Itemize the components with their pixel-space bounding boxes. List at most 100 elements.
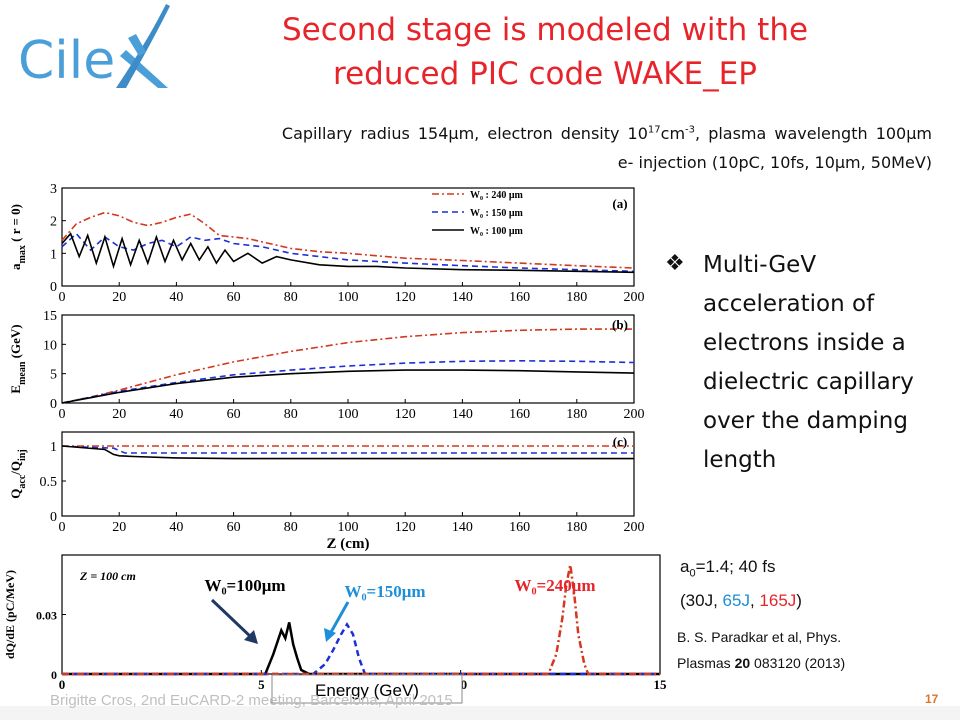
panel-3-xtick-label: 40 xyxy=(169,520,183,535)
reference-line-1: B. S. Paradkar et al, Phys. xyxy=(677,629,842,645)
cilex-logo: Cile xyxy=(18,4,170,91)
diamond-bullet-icon: ❖ xyxy=(665,250,685,275)
reference: B. S. Paradkar et al, Phys. Plasmas 20 0… xyxy=(677,624,845,676)
panel-3-xlabel: Z (cm) xyxy=(327,536,370,552)
panel-4-series-blue xyxy=(62,621,660,676)
panel-4-ytick-label: 0.03 xyxy=(36,609,57,623)
spectrum-annotation: Z = 100 cm xyxy=(79,569,136,583)
panel-1-xtick-label: 0 xyxy=(59,290,66,305)
panel-3-ytick-label: 0.5 xyxy=(40,475,58,490)
panel-1-panel-label: (a) xyxy=(612,196,627,211)
panel-2-xtick-label: 160 xyxy=(509,407,530,422)
panel-1-xtick-label: 80 xyxy=(284,290,298,305)
logo-x-stroke-2 xyxy=(116,4,170,88)
panel-1-xtick-label: 100 xyxy=(338,290,359,305)
panel-3-panel-label: (c) xyxy=(613,434,627,449)
panel-1-series-black xyxy=(61,232,635,274)
panel-3-xtick-label: 0 xyxy=(59,520,66,535)
bullet-text: Multi-GeV acceleration of electrons insi… xyxy=(703,252,914,473)
panel-3-series-blue xyxy=(61,445,634,454)
arrow-w150-head xyxy=(324,628,336,642)
panel-1-xtick-label: 140 xyxy=(452,290,473,305)
panel-1-ytick-label: 1 xyxy=(50,247,57,262)
panel-3-xtick-label: 80 xyxy=(284,520,298,535)
panel-3-xtick-label: 200 xyxy=(624,520,645,535)
panel-3-xtick-label: 160 xyxy=(509,520,530,535)
panel-3-series-black xyxy=(61,445,634,460)
spectrum-ylabel: dQ/dE (pC/MeV) xyxy=(3,570,17,659)
panel-2-series-red xyxy=(61,328,634,404)
panel-4-xtick-label: 15 xyxy=(654,677,668,692)
title-line-2: reduced PIC code WAKE_EP xyxy=(333,56,757,92)
panel-2-ytick-label: 0 xyxy=(50,397,57,412)
panel-2-ytick-label: 10 xyxy=(43,338,57,353)
page-number: 17 xyxy=(925,692,939,706)
a0-line: a0=1.4; 40 fs xyxy=(680,557,776,580)
panel-2-ytick-label: 15 xyxy=(43,309,57,324)
panel-3-ylabel: Qacc/Qinj xyxy=(8,449,28,498)
panel-4-xtick-label: 5 xyxy=(258,677,265,692)
subtitle-line-1: Capillary radius 154μm, electron density… xyxy=(281,124,932,143)
panel-1-xtick-label: 200 xyxy=(624,290,645,305)
panel-4-ytick-label: 0 xyxy=(51,668,57,682)
spectrum-xlabel-box xyxy=(271,674,463,704)
panel-2-xtick-label: 60 xyxy=(227,407,241,422)
panel-2-series-black xyxy=(61,369,635,404)
panel-1-ytick-label: 3 xyxy=(50,182,57,197)
label-w240: W₀=240μm xyxy=(514,576,595,595)
panel-2-ylabel: Emean (GeV) xyxy=(8,324,28,393)
subtitle-line-2: e- injection (10pC, 10fs, 10μm, 50MeV) xyxy=(617,153,932,172)
panel-1-ylabel: amax ( r = 0) xyxy=(8,204,28,270)
panel-4-series-black xyxy=(62,622,660,676)
panel-2-xtick-label: 100 xyxy=(338,407,359,422)
logo-text: Cile xyxy=(18,31,115,91)
footer-bar xyxy=(0,706,960,720)
panel-1-series-blue xyxy=(61,232,635,273)
panel-2-panel-label: (b) xyxy=(612,317,628,332)
panel-3-xtick-label: 180 xyxy=(566,520,587,535)
logo-x-stroke-1 xyxy=(120,50,168,88)
legend-entry: W₀ : 240 μm xyxy=(470,190,523,201)
logo-x-stroke-3 xyxy=(128,34,146,56)
panel-2-xtick-label: 0 xyxy=(59,407,66,422)
label-w100: W₀=100μm xyxy=(204,576,285,595)
panel-1-xtick-label: 120 xyxy=(395,290,416,305)
panel-1-xtick-label: 180 xyxy=(566,290,587,305)
panel-2-xtick-label: 40 xyxy=(169,407,183,422)
panel-2-xtick-label: 180 xyxy=(566,407,587,422)
panel-2-xtick-label: 20 xyxy=(112,407,126,422)
panel-3-xtick-label: 60 xyxy=(227,520,241,535)
panel-3-xtick-label: 20 xyxy=(112,520,126,535)
arrow-w100-head xyxy=(244,630,258,644)
panel-4-xtick-label: 0 xyxy=(59,677,66,692)
arrow-w150 xyxy=(328,601,350,635)
panel-1-ytick-label: 0 xyxy=(50,280,57,295)
panel-3-xtick-label: 140 xyxy=(452,520,473,535)
panel-1-ytick-label: 2 xyxy=(50,215,57,230)
panel-3-frame xyxy=(61,431,635,517)
footer-text: Brigitte Cros, 2nd EuCARD-2 meeting, Bar… xyxy=(50,692,453,709)
panel-1-series-red xyxy=(61,211,635,269)
panel-2-frame xyxy=(61,314,635,404)
arrow-w100 xyxy=(210,598,254,640)
legend-entry: W₀ : 150 μm xyxy=(470,208,523,219)
panel-3-ytick-label: 1 xyxy=(50,440,57,455)
panel-3-xtick-label: 120 xyxy=(395,520,416,535)
spectrum-xlabel: Energy (GeV) xyxy=(315,681,419,700)
panel-4-series-red xyxy=(62,564,660,676)
panel-2-series-blue xyxy=(61,359,635,404)
laser-parameters: a0=1.4; 40 fs (30J, 65J, 165J) xyxy=(680,553,802,615)
panel-2-xtick-label: 140 xyxy=(452,407,473,422)
panel-1-xtick-label: 60 xyxy=(227,290,241,305)
panel-2-ytick-label: 5 xyxy=(50,368,57,383)
panel-1-xtick-label: 40 xyxy=(169,290,183,305)
panel-3-xtick-label: 100 xyxy=(338,520,359,535)
slide-title: Second stage is modeled with the reduced… xyxy=(215,8,875,96)
panel-2-xtick-label: 200 xyxy=(624,407,645,422)
panel-1-xtick-label: 20 xyxy=(112,290,126,305)
panel-1-xtick-label: 160 xyxy=(509,290,530,305)
title-line-1: Second stage is modeled with the xyxy=(281,12,809,48)
legend-entry: W₀ : 100 μm xyxy=(470,226,523,237)
panel-2-xtick-label: 80 xyxy=(284,407,298,422)
